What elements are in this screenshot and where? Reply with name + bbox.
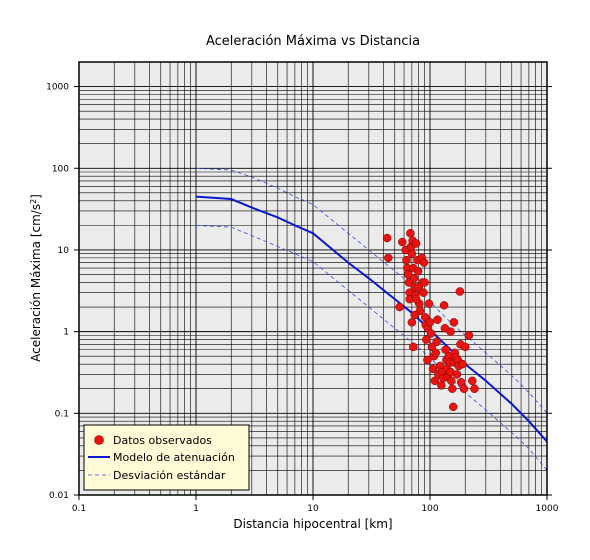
data-point bbox=[425, 318, 435, 327]
data-point bbox=[433, 315, 442, 324]
data-point bbox=[448, 384, 457, 393]
data-point bbox=[384, 253, 393, 263]
x-tick-label: 100 bbox=[421, 504, 438, 514]
y-tick-label: 0.1 bbox=[55, 409, 69, 419]
data-point bbox=[411, 294, 421, 304]
data-point bbox=[455, 287, 465, 296]
legend-item-model: Modelo de atenuación bbox=[113, 451, 235, 464]
legend-item-std: Desviación estándar bbox=[113, 469, 226, 482]
x-tick-label: 1 bbox=[193, 504, 199, 514]
series-layer bbox=[195, 167, 548, 471]
y-axis-label-main: Aceleración Máxima [cm/s bbox=[29, 204, 43, 362]
scatter-points bbox=[382, 229, 479, 412]
data-point bbox=[409, 274, 419, 283]
y-axis-label-superscript: 2 bbox=[29, 199, 38, 204]
y-tick-label: 0.01 bbox=[49, 491, 69, 501]
data-point bbox=[447, 376, 456, 386]
data-point bbox=[419, 288, 428, 297]
data-point bbox=[422, 335, 431, 344]
y-tick-label: 100 bbox=[52, 164, 69, 174]
data-point bbox=[411, 239, 421, 248]
y-tick-label: 1000 bbox=[46, 83, 69, 93]
red-dot-marker-icon bbox=[94, 435, 104, 445]
x-tick-label: 1000 bbox=[536, 504, 559, 514]
chart-title: Aceleración Máxima vs Distancia bbox=[206, 34, 420, 49]
data-point bbox=[398, 237, 407, 247]
data-point bbox=[460, 342, 470, 352]
data-point bbox=[437, 381, 446, 390]
model-line bbox=[195, 195, 548, 443]
y-tick-label: 1 bbox=[63, 328, 69, 338]
data-point bbox=[407, 318, 417, 327]
y-tick-label: 10 bbox=[58, 246, 70, 256]
data-point bbox=[409, 342, 418, 352]
data-point bbox=[449, 318, 459, 327]
grid-lines bbox=[78, 61, 547, 496]
y-axis-label: Aceleración Máxima [cm/s2] bbox=[29, 194, 43, 362]
data-point bbox=[470, 384, 479, 393]
x-tick-label: 0.1 bbox=[72, 504, 86, 514]
data-point bbox=[426, 329, 436, 338]
legend-box bbox=[83, 424, 250, 491]
data-point bbox=[420, 278, 429, 287]
data-point bbox=[431, 348, 441, 358]
data-point bbox=[382, 233, 392, 243]
data-point bbox=[464, 331, 474, 340]
data-point bbox=[395, 302, 404, 312]
data-point bbox=[452, 370, 462, 379]
data-point bbox=[468, 376, 477, 386]
data-point bbox=[458, 359, 467, 369]
x-axis-label: Distancia hipocentral [km] bbox=[233, 517, 392, 531]
data-point bbox=[448, 402, 458, 412]
data-point bbox=[432, 337, 441, 347]
data-point bbox=[402, 255, 411, 265]
y-axis-label-end: ] bbox=[29, 194, 43, 199]
data-point bbox=[439, 301, 449, 310]
data-point bbox=[413, 266, 423, 276]
data-point bbox=[419, 258, 429, 267]
data-point bbox=[406, 229, 415, 238]
data-point bbox=[428, 364, 438, 374]
data-point bbox=[446, 327, 455, 336]
data-point bbox=[407, 249, 417, 258]
data-point bbox=[459, 384, 469, 393]
data-point bbox=[423, 355, 432, 365]
x-tick-label: 10 bbox=[307, 504, 319, 514]
data-point bbox=[410, 310, 419, 320]
legend-item-observed: Datos observados bbox=[113, 434, 212, 447]
data-point bbox=[424, 299, 434, 308]
legend: Datos observados Modelo de atenuación De… bbox=[83, 424, 250, 491]
data-point bbox=[430, 376, 440, 386]
